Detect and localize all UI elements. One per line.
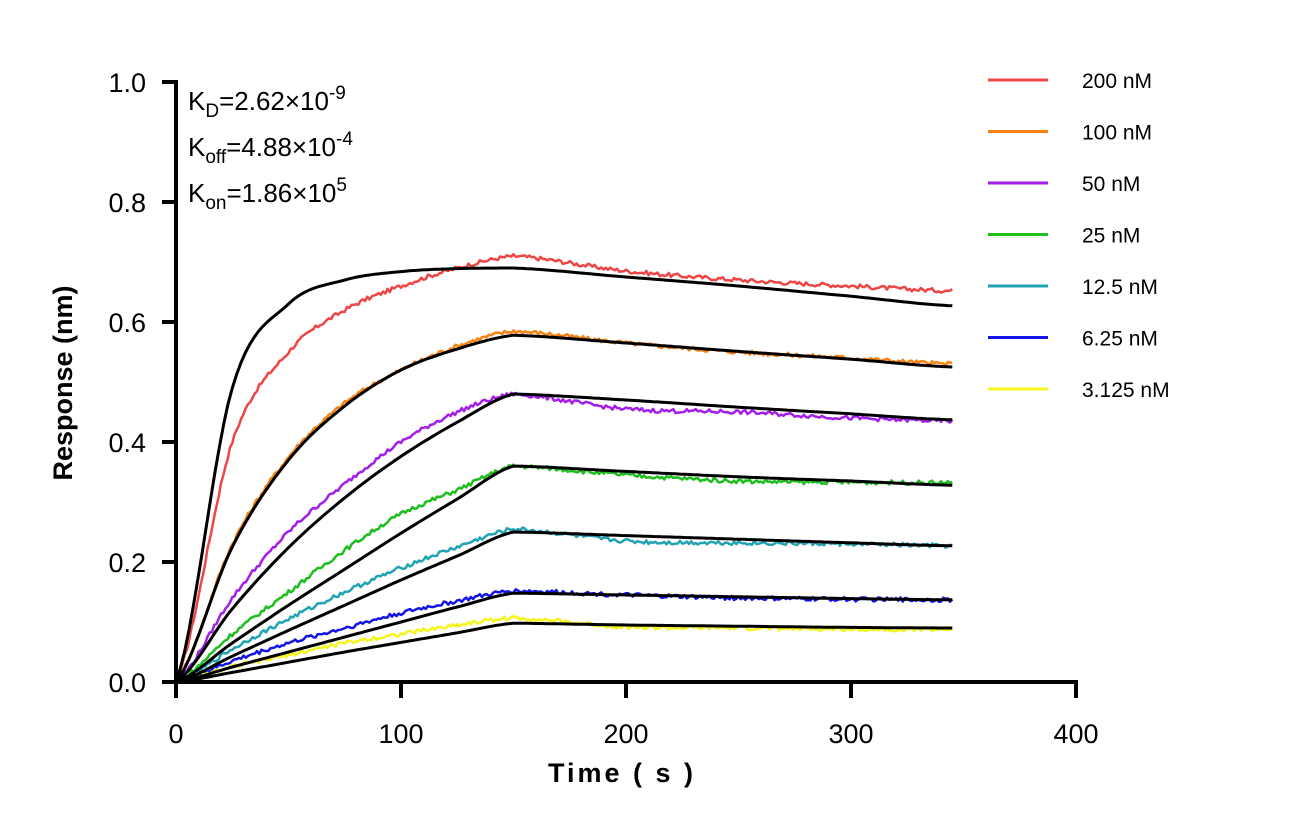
legend-label: 12.5 nM (1082, 276, 1158, 299)
constant-sup: -9 (329, 83, 346, 104)
constant-sup: -4 (336, 129, 353, 150)
y-tick-label: 1.0 (108, 68, 146, 98)
constant-sub: D (205, 101, 219, 122)
constant-sup: 5 (336, 175, 347, 196)
constant-text: =2.62×10 (219, 86, 329, 116)
constant-base: K (188, 86, 206, 116)
fit-curve-25-nM (175, 464, 953, 684)
x-tick-label: 300 (828, 719, 873, 749)
constant-text: =1.86×10 (226, 178, 336, 208)
y-tick-label: 0.6 (108, 308, 146, 338)
x-tick-label: 100 (378, 719, 423, 749)
y-tick-label: 0.4 (108, 428, 146, 458)
fit-curve-200-nM (174, 266, 953, 683)
y-tick-label: 0.0 (108, 668, 146, 698)
sensorgram-200-nM (174, 252, 954, 683)
y-tick-label: 0.8 (108, 188, 146, 218)
x-tick-label: 0 (168, 719, 183, 749)
constant-sub: on (205, 193, 226, 214)
fit-curve-50-nM (175, 392, 953, 684)
legend-label: 200 nM (1082, 70, 1152, 93)
sensorgram-12-5-nM (175, 526, 953, 684)
sensorgram-50-nM (175, 391, 954, 683)
legend-label: 100 nM (1082, 122, 1152, 145)
constant-text: =4.88×10 (226, 132, 336, 162)
y-axis-label: Response (nm) (48, 285, 78, 480)
legend-label: 25 nM (1082, 225, 1140, 248)
legend-label: 6.25 nM (1082, 328, 1158, 351)
fit-curve-6-25-nM (175, 591, 953, 684)
fit-curve-100-nM (174, 333, 953, 683)
sensorgram-25-nM (175, 463, 953, 684)
x-tick-label: 200 (603, 719, 648, 749)
legend-label: 3.125 nM (1082, 379, 1170, 402)
plot-area (174, 252, 954, 684)
fit-curve-12-5-nM (175, 530, 953, 684)
constant-base: K (188, 178, 206, 208)
kinetic-constant: Koff=4.88×10-4 (188, 129, 353, 168)
y-tick-label: 0.2 (108, 548, 146, 578)
legend-label: 50 nM (1082, 173, 1140, 196)
constant-sub: off (205, 147, 227, 168)
y-ticks: 0.0 0.2 0.4 0.6 0.8 1.0 (108, 68, 176, 698)
legend: 200 nM 100 nM 50 nM 25 nM 12.5 nM 6.25 nM 3.12… (988, 70, 1170, 402)
kinetic-constant: KD=2.62×10-9 (188, 83, 346, 122)
x-tick-label: 400 (1053, 719, 1098, 749)
fit-curve-3-125-nM (175, 621, 953, 684)
x-ticks: 0 100 200 300 400 (168, 682, 1099, 749)
kinetic-constant: Kon=1.86×105 (188, 175, 347, 214)
constant-base: K (188, 132, 206, 162)
x-axis-label: Time ( s ) (548, 758, 696, 788)
